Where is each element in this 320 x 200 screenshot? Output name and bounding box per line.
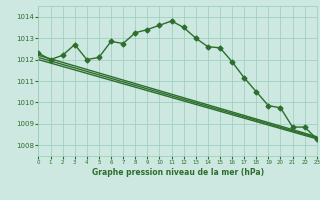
X-axis label: Graphe pression niveau de la mer (hPa): Graphe pression niveau de la mer (hPa)	[92, 168, 264, 177]
